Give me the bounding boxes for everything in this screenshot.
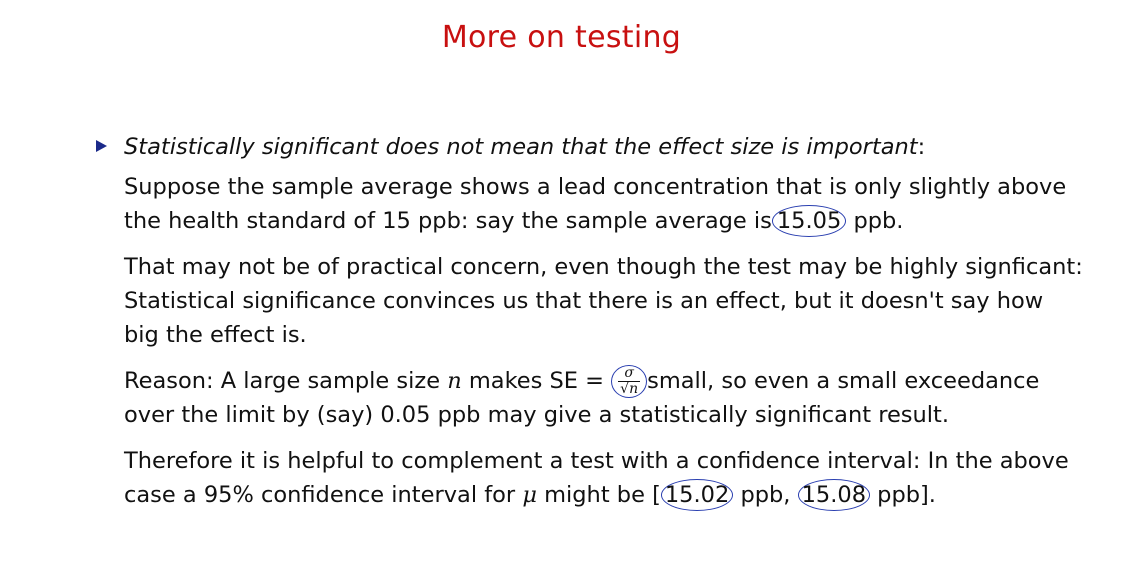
fraction-denominator: √n [620,381,639,397]
p4-mid: might be [ [544,482,661,508]
slide-title: More on testing [441,20,682,55]
paragraph-1: Suppose the sample average shows a lead … [124,170,1084,238]
p4-post: ppb]. [877,482,936,508]
fraction-numerator: σ [618,366,641,382]
bullet-headline: Statistically significant does not mean … [124,130,1084,164]
paragraph-2: That may not be of practical concern, ev… [124,254,1083,348]
p4-sep: ppb, [740,482,791,508]
p3-mid: makes SE = [468,368,605,394]
se-fraction: σ √n [618,366,641,397]
math-n: n [447,368,462,394]
circled-se-fraction: σ √n [611,365,648,398]
paragraph-4: Therefore it is helpful to complement a … [124,444,1084,512]
headline-text: Statistically significant does not mean … [124,134,918,160]
circled-ci-lower: 15.02 [660,479,734,511]
circled-ci-upper: 15.08 [797,479,871,511]
p1-line1: Suppose the sample average shows a lead … [124,174,1067,200]
p4-pre: Therefore it is helpful to complement a … [124,448,1069,508]
p3-post: small, so even a small exceedance over t… [124,368,1040,428]
bullet-triangle-icon [96,140,107,152]
p3-pre: Reason: A large sample size [124,368,441,394]
p1-line2-pre: the health standard of 15 ppb: say the s… [124,208,772,234]
paragraph-3: Reason: A large sample size n makes SE =… [124,364,1084,432]
headline-suffix: : [917,134,926,160]
slide-body: Statistically significant does not mean … [124,130,1084,524]
p1-line2-post: ppb. [853,208,904,234]
circled-sample-average: 15.05 [771,205,847,237]
math-mu: μ [522,482,537,508]
